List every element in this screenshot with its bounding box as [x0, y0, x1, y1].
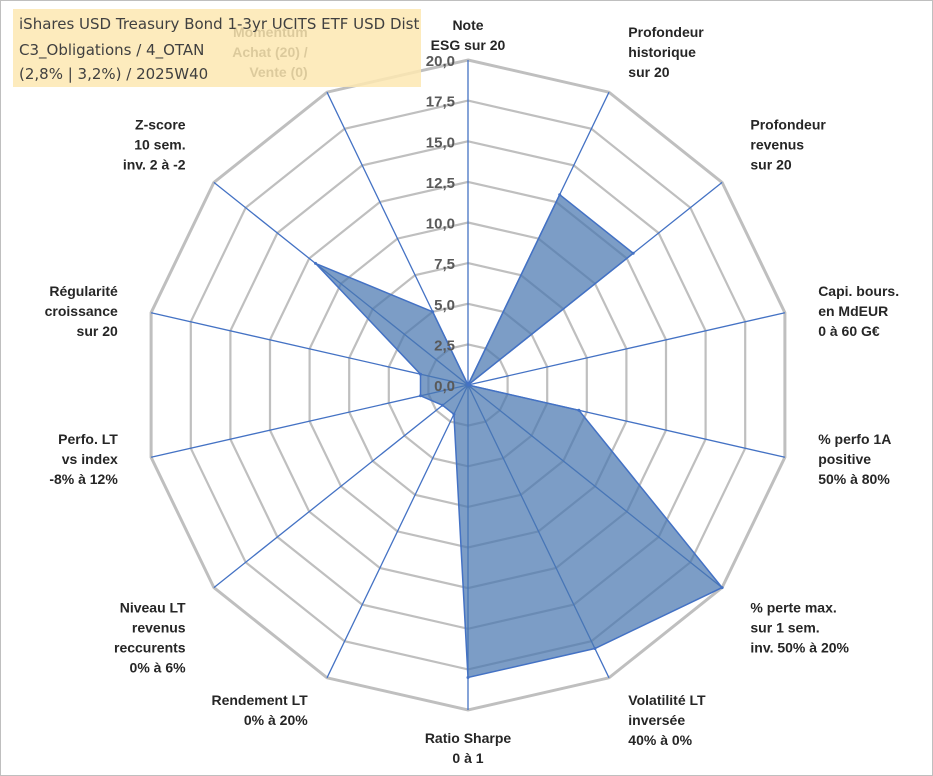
- axis-label-7-line-0: Ratio Sharpe: [425, 730, 512, 746]
- data-point-6: [593, 647, 597, 650]
- axis-label-9-line-1: revenus: [132, 620, 186, 636]
- radar-axis-labels: Note ESG sur 20 Profondeur historique sur 20…: [45, 17, 899, 766]
- axis-label-12-line-1: 10 sem.: [134, 136, 185, 152]
- chart-title: iShares USD Treasury Bond 1-3yr UCITS ET…: [19, 15, 420, 33]
- spoke-9: [213, 384, 469, 589]
- axis-label-0-line-1: ESG sur 20: [431, 37, 506, 53]
- axis-label-3-line-2: 0 à 60 G€: [818, 323, 880, 339]
- chart-title-box: iShares USD Treasury Bond 1-3yr UCITS ET…: [13, 9, 421, 87]
- tick-label-3: 7,5: [434, 256, 455, 273]
- axis-label-0-line-0: Note: [452, 17, 483, 33]
- radar-series: [314, 193, 724, 679]
- axis-label-8-line-1: 0% à 20%: [244, 712, 308, 728]
- axis-label-6: Volatilité LT inversée 40% à 0%: [628, 692, 706, 748]
- tick-label-0: 0,0: [434, 378, 455, 395]
- axis-label-5-line-0: % perte max.: [750, 600, 836, 616]
- data-point-13: [431, 310, 435, 314]
- tick-label-1: 2,5: [434, 337, 455, 354]
- data-point-9: [441, 403, 445, 407]
- axis-label-12-line-0: Z-score: [135, 116, 186, 132]
- data-point-7: [466, 676, 470, 679]
- series-area: [314, 193, 724, 679]
- axis-label-1: Profondeur historique sur 20: [628, 24, 704, 80]
- spoke-3: [467, 312, 786, 386]
- axis-label-2: Profondeur revenus sur 20: [750, 116, 826, 172]
- tick-label-5: 12,5: [426, 175, 455, 192]
- axis-label-2-line-2: sur 20: [750, 156, 791, 172]
- axis-label-4: % perfo 1A positive 50% à 80%: [818, 431, 891, 487]
- radar-tick-labels: 0,0 2,5 5,0 7,5 10,0 12,5 15,0 17,5 20,0: [426, 53, 455, 395]
- axis-label-7-line-1: 0 à 1: [452, 750, 483, 766]
- axis-label-12: Z-score 10 sem. inv. 2 à -2: [123, 116, 186, 172]
- tick-label-6: 15,0: [426, 134, 455, 151]
- axis-label-10-line-2: -8% à 12%: [49, 471, 118, 487]
- data-point-4: [577, 408, 581, 412]
- axis-label-4-line-0: % perfo 1A: [818, 431, 891, 447]
- axis-label-11: Régularité croissance sur 20: [45, 283, 118, 339]
- axis-label-1-line-0: Profondeur: [628, 24, 704, 40]
- data-point-8: [452, 412, 456, 416]
- axis-label-2-line-0: Profondeur: [750, 116, 826, 132]
- data-point-1: [558, 193, 562, 197]
- data-point-12: [314, 261, 317, 265]
- axis-label-3: Capi. bours. en MdEUR 0 à 60 G€: [818, 283, 899, 339]
- axis-label-4-line-1: positive: [818, 451, 871, 467]
- spoke-11: [150, 312, 469, 386]
- tick-label-4: 10,0: [426, 216, 455, 233]
- axis-label-9-line-2: reccurents: [114, 640, 186, 656]
- axis-label-6-line-2: 40% à 0%: [628, 732, 692, 748]
- axis-label-3-line-0: Capi. bours.: [818, 283, 899, 299]
- axis-label-5-line-1: sur 1 sem.: [750, 620, 819, 636]
- axis-label-10-line-1: vs index: [62, 451, 118, 467]
- spoke-10: [150, 384, 469, 458]
- axis-label-5: % perte max. sur 1 sem. inv. 50% à 20%: [750, 600, 849, 656]
- data-point-3: [466, 383, 470, 387]
- axis-label-2-line-1: revenus: [750, 136, 804, 152]
- axis-label-6-line-0: Volatilité LT: [628, 692, 706, 708]
- data-point-5: [720, 586, 724, 590]
- axis-label-8: Rendement LT 0% à 20%: [211, 692, 308, 728]
- axis-label-8-line-0: Rendement LT: [211, 692, 308, 708]
- chart-subtitle-category: C3_Obligations / 4_OTAN: [19, 41, 205, 59]
- axis-label-11-line-0: Régularité: [49, 283, 118, 299]
- chart-subtitle-period: (2,8% | 3,2%) / 2025W40: [19, 65, 209, 83]
- axis-label-6-line-1: inversée: [628, 712, 685, 728]
- tick-label-7: 17,5: [426, 94, 455, 111]
- axis-label-11-line-2: sur 20: [77, 323, 118, 339]
- axis-label-0: Note ESG sur 20: [431, 17, 506, 53]
- tick-label-8: 20,0: [426, 53, 455, 70]
- data-point-10: [419, 394, 422, 398]
- axis-label-10: Perfo. LT vs index -8% à 12%: [49, 431, 118, 487]
- axis-label-1-line-1: historique: [628, 44, 696, 60]
- tick-label-2: 5,0: [434, 297, 455, 314]
- axis-label-4-line-2: 50% à 80%: [818, 471, 890, 487]
- axis-label-9: Niveau LT revenus reccurents 0% à 6%: [114, 600, 186, 676]
- axis-label-7: Ratio Sharpe 0 à 1: [425, 730, 512, 766]
- data-point-11: [419, 372, 422, 376]
- axis-label-10-line-0: Perfo. LT: [58, 431, 118, 447]
- axis-label-11-line-1: croissance: [45, 303, 118, 319]
- data-point-2: [631, 251, 635, 255]
- axis-label-9-line-3: 0% à 6%: [130, 660, 187, 676]
- axis-label-5-line-2: inv. 50% à 20%: [750, 640, 849, 656]
- axis-label-12-line-2: inv. 2 à -2: [123, 156, 186, 172]
- spoke-8: [326, 384, 469, 679]
- axis-label-3-line-1: en MdEUR: [818, 303, 888, 319]
- axis-label-9-line-0: Niveau LT: [120, 600, 186, 616]
- axis-label-1-line-2: sur 20: [628, 64, 669, 80]
